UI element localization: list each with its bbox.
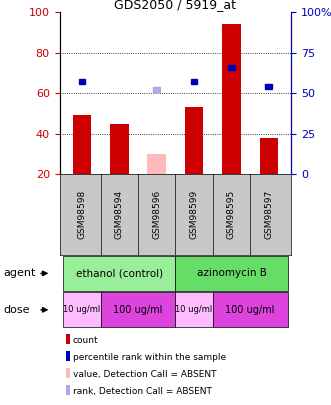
FancyBboxPatch shape <box>175 292 213 327</box>
Text: agent: agent <box>3 269 36 278</box>
Text: count: count <box>73 336 99 345</box>
Text: 100 ug/ml: 100 ug/ml <box>225 305 275 315</box>
Bar <box>260 138 278 174</box>
Bar <box>222 24 241 174</box>
Bar <box>110 124 129 174</box>
Text: value, Detection Call = ABSENT: value, Detection Call = ABSENT <box>73 370 216 379</box>
Bar <box>73 115 91 174</box>
Text: azinomycin B: azinomycin B <box>197 269 266 278</box>
Text: ethanol (control): ethanol (control) <box>76 269 163 278</box>
Text: percentile rank within the sample: percentile rank within the sample <box>73 353 226 362</box>
Text: 10 ug/ml: 10 ug/ml <box>63 305 101 314</box>
Bar <box>153 87 160 92</box>
FancyBboxPatch shape <box>175 256 288 291</box>
Bar <box>79 79 85 84</box>
FancyBboxPatch shape <box>101 292 175 327</box>
Text: GSM98596: GSM98596 <box>152 190 161 239</box>
Text: rank, Detection Call = ABSENT: rank, Detection Call = ABSENT <box>73 387 212 396</box>
Bar <box>265 84 272 89</box>
Bar <box>185 107 204 174</box>
Title: GDS2050 / 5919_at: GDS2050 / 5919_at <box>115 0 236 11</box>
Text: GSM98598: GSM98598 <box>77 190 86 239</box>
Text: dose: dose <box>3 305 30 315</box>
Bar <box>228 65 235 70</box>
Text: GSM98595: GSM98595 <box>227 190 236 239</box>
Text: 10 ug/ml: 10 ug/ml <box>175 305 213 314</box>
Bar <box>191 79 198 84</box>
Text: GSM98599: GSM98599 <box>190 190 199 239</box>
Text: 100 ug/ml: 100 ug/ml <box>114 305 163 315</box>
FancyBboxPatch shape <box>63 292 101 327</box>
Text: GSM98597: GSM98597 <box>264 190 273 239</box>
FancyBboxPatch shape <box>213 292 288 327</box>
Bar <box>147 154 166 174</box>
Text: GSM98594: GSM98594 <box>115 190 124 239</box>
FancyBboxPatch shape <box>63 256 175 291</box>
